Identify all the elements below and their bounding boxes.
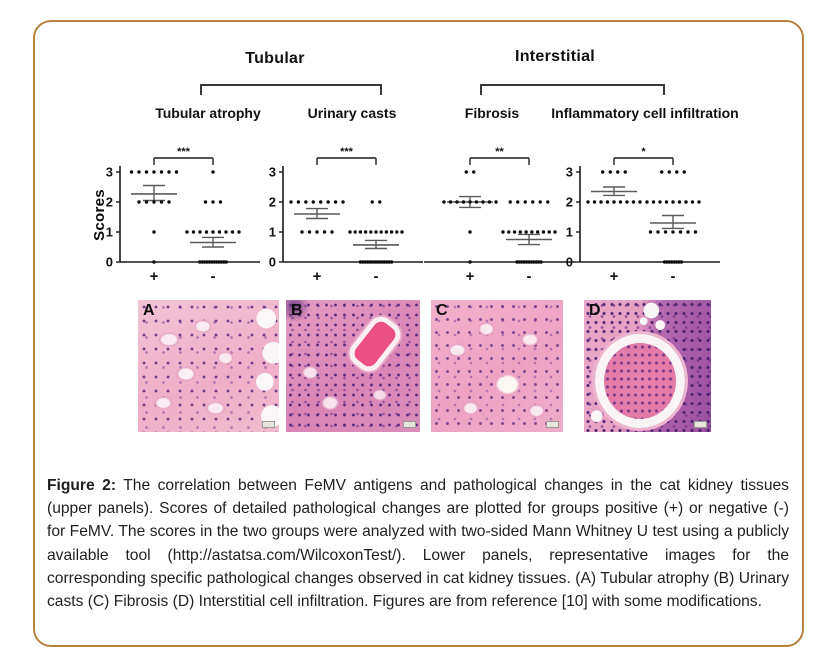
histology-texture <box>286 300 420 432</box>
svg-text:3: 3 <box>566 165 573 180</box>
histology-image-b: B <box>286 300 420 432</box>
svg-text:0: 0 <box>269 255 276 270</box>
svg-text:3: 3 <box>106 165 113 180</box>
svg-text:3: 3 <box>269 165 276 180</box>
histology-texture <box>431 300 563 432</box>
histology-image-d: D <box>584 300 711 432</box>
svg-text:**: ** <box>495 146 504 158</box>
scatter-panel-inflammatory-cell-infiltration: * 0 1 2 3 + - <box>556 142 726 300</box>
panel-title-urinary-casts: Urinary casts <box>307 105 397 121</box>
scale-bar <box>262 421 275 428</box>
panel-title-fibrosis: Fibrosis <box>464 105 520 121</box>
photo-label-d: D <box>589 302 601 319</box>
photo-label-c: C <box>436 302 448 319</box>
svg-text:***: *** <box>177 146 191 158</box>
svg-text:2: 2 <box>566 195 573 210</box>
histology-image-c: C <box>431 300 563 432</box>
svg-text:2: 2 <box>269 195 276 210</box>
svg-text:-: - <box>527 268 532 285</box>
scale-bar <box>546 421 559 428</box>
svg-text:1: 1 <box>566 225 573 240</box>
group-header-interstitial: Interstitial <box>514 48 596 65</box>
scale-bar <box>403 421 416 428</box>
svg-text:+: + <box>313 268 322 285</box>
svg-text:-: - <box>374 268 379 285</box>
panel-title-inflammatory-cell-infiltration: Inflammatory cell infiltration <box>551 105 739 121</box>
figure-caption: Figure 2: The correlation between FeMV a… <box>47 474 789 613</box>
svg-text:+: + <box>150 268 159 285</box>
histology-image-a: A <box>138 300 279 432</box>
svg-text:+: + <box>610 268 619 285</box>
tubular-bracket <box>200 84 382 95</box>
svg-text:+: + <box>466 268 475 285</box>
svg-text:1: 1 <box>106 225 113 240</box>
panel-title-tubular-atrophy: Tubular atrophy <box>155 105 261 121</box>
svg-text:2: 2 <box>106 195 113 210</box>
glomerulus-structure <box>595 334 686 429</box>
photo-label-b: B <box>291 302 303 319</box>
caption-label: Figure 2: <box>47 477 117 494</box>
svg-text:*: * <box>641 146 646 158</box>
svg-text:-: - <box>671 268 676 285</box>
svg-text:0: 0 <box>106 255 113 270</box>
svg-text:0: 0 <box>566 255 573 270</box>
group-header-tubular: Tubular <box>245 50 305 67</box>
scatter-panel-tubular-atrophy: *** 0 1 2 3 + - <box>96 142 266 300</box>
svg-text:1: 1 <box>269 225 276 240</box>
scatter-panel-fibrosis: ** + - <box>412 142 582 300</box>
svg-text:-: - <box>211 268 216 285</box>
scale-bar <box>694 421 707 428</box>
histology-texture <box>138 300 279 432</box>
caption-text: The correlation between FeMV antigens an… <box>47 477 789 611</box>
photo-label-a: A <box>143 302 155 319</box>
svg-text:***: *** <box>340 146 354 158</box>
scatter-panel-urinary-casts: *** 0 1 2 3 + - <box>259 142 429 300</box>
interstitial-bracket <box>480 84 665 95</box>
